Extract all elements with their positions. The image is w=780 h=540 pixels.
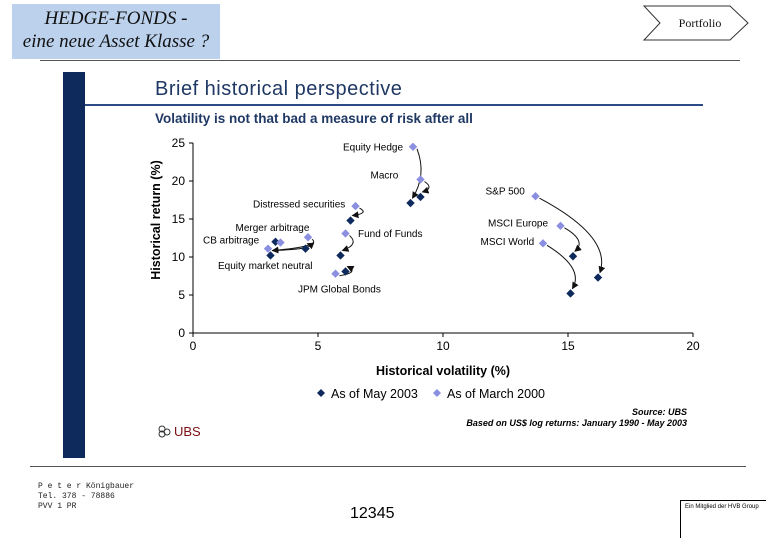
chart-points <box>263 142 603 298</box>
data-point <box>331 269 340 278</box>
presentation-title: HEDGE-FONDS - eine neue Asset Klasse ? <box>12 4 220 59</box>
embedded-slide: Brief historical perspective Volatility … <box>63 72 703 458</box>
point-annotation: MSCI World <box>481 237 535 248</box>
scatter-chart: 0 5 10 15 20 25 0 5 10 15 20 Equity Hedge Macro Dist… <box>149 136 700 439</box>
data-point <box>303 233 313 242</box>
author-name: P e t e r Königbauer <box>38 482 135 491</box>
author-dept: PVV 1 PR <box>38 502 77 511</box>
footer-divider <box>30 466 746 467</box>
x-axis-label: Historical volatility (%) <box>376 364 510 378</box>
point-annotation: S&P 500 <box>486 187 526 198</box>
change-arrow <box>421 181 430 194</box>
legend-marker <box>317 389 325 397</box>
change-arrow <box>351 207 364 219</box>
data-point <box>341 229 350 238</box>
data-point <box>538 239 548 248</box>
slide-heading-rule <box>85 104 703 106</box>
data-point <box>568 252 578 261</box>
title-line-2: eine neue Asset Klasse ? <box>22 31 210 52</box>
point-annotation: Distressed securities <box>253 200 345 211</box>
y-tick-label: 15 <box>172 212 186 226</box>
source-line-2: Based on US$ log returns: January 1990 -… <box>466 418 687 428</box>
point-annotation: Fund of Funds <box>358 229 422 240</box>
chart-arrows <box>271 148 606 290</box>
data-point <box>263 244 273 253</box>
slide-heading: Brief historical perspective <box>155 78 403 100</box>
slide-side-bar <box>63 72 85 458</box>
point-annotation: CB arbitrage <box>203 235 260 246</box>
author-phone: Tel. 378 - 78886 <box>38 492 115 501</box>
page-number: 12345 <box>350 505 395 522</box>
data-point <box>341 267 350 276</box>
y-tick-label: 10 <box>172 250 186 264</box>
x-tick-label: 20 <box>686 339 700 353</box>
data-point <box>301 244 310 253</box>
point-annotation: Equity market neutral <box>218 261 313 272</box>
change-arrow <box>271 238 315 254</box>
legend-label: As of May 2003 <box>331 387 418 401</box>
x-tick-label: 5 <box>315 339 322 353</box>
data-point <box>556 221 565 231</box>
footer-corner-line <box>680 514 681 538</box>
chart-legend: As of May 2003 As of March 2000 <box>317 387 545 401</box>
data-point <box>346 216 355 225</box>
data-point <box>566 289 575 298</box>
data-point <box>336 251 345 260</box>
change-arrow <box>341 235 354 252</box>
chart-axes: 0 5 10 15 20 25 0 5 10 15 20 <box>172 136 700 353</box>
x-tick-label: 10 <box>436 339 450 353</box>
y-tick-label: 20 <box>172 174 186 188</box>
portfolio-nav-label[interactable]: Portfolio <box>678 16 722 30</box>
y-tick-label: 5 <box>178 288 185 302</box>
group-label: Ein Mitglied der HVB Group <box>680 500 766 514</box>
data-point <box>531 192 540 201</box>
header-divider <box>40 60 740 61</box>
change-arrow <box>546 244 579 290</box>
change-arrow <box>411 148 422 199</box>
point-annotation: Equity Hedge <box>343 143 403 154</box>
ubs-brand: UBS <box>174 424 201 439</box>
data-point <box>406 198 415 208</box>
legend-marker <box>433 389 441 397</box>
change-arrow <box>564 227 582 252</box>
data-point <box>416 175 425 184</box>
legend-label: As of March 2000 <box>447 387 545 401</box>
point-annotation: MSCI Europe <box>488 219 548 230</box>
data-point <box>276 238 285 247</box>
portfolio-nav-shape[interactable] <box>642 4 752 44</box>
x-tick-label: 0 <box>190 339 197 353</box>
change-arrow <box>339 265 355 277</box>
chart-annotations: Equity Hedge Macro Distressed securities Me… <box>203 143 548 296</box>
point-annotation: Merger arbitrage <box>236 223 310 234</box>
title-line-1: HEDGE-FONDS - <box>44 8 188 29</box>
x-tick-label: 15 <box>561 339 575 353</box>
y-tick-label: 0 <box>178 326 185 340</box>
y-axis-label: Historical return (%) <box>149 160 163 279</box>
chart-title: Volatility is not that bad a measure of … <box>155 111 473 126</box>
data-point <box>271 237 280 246</box>
change-arrow <box>539 197 606 274</box>
source-line-1: Source: UBS <box>632 407 687 417</box>
point-annotation: Macro <box>371 171 399 182</box>
ubs-logo <box>158 425 171 438</box>
data-point <box>408 142 418 151</box>
author-block: P e t e r Königbauer Tel. 378 - 78886 PV… <box>38 482 134 512</box>
y-tick-label: 25 <box>172 136 186 150</box>
data-point <box>351 201 360 211</box>
data-point <box>416 192 425 202</box>
point-annotation: JPM Global Bonds <box>298 285 381 296</box>
data-point <box>266 251 275 260</box>
data-point <box>593 273 603 282</box>
